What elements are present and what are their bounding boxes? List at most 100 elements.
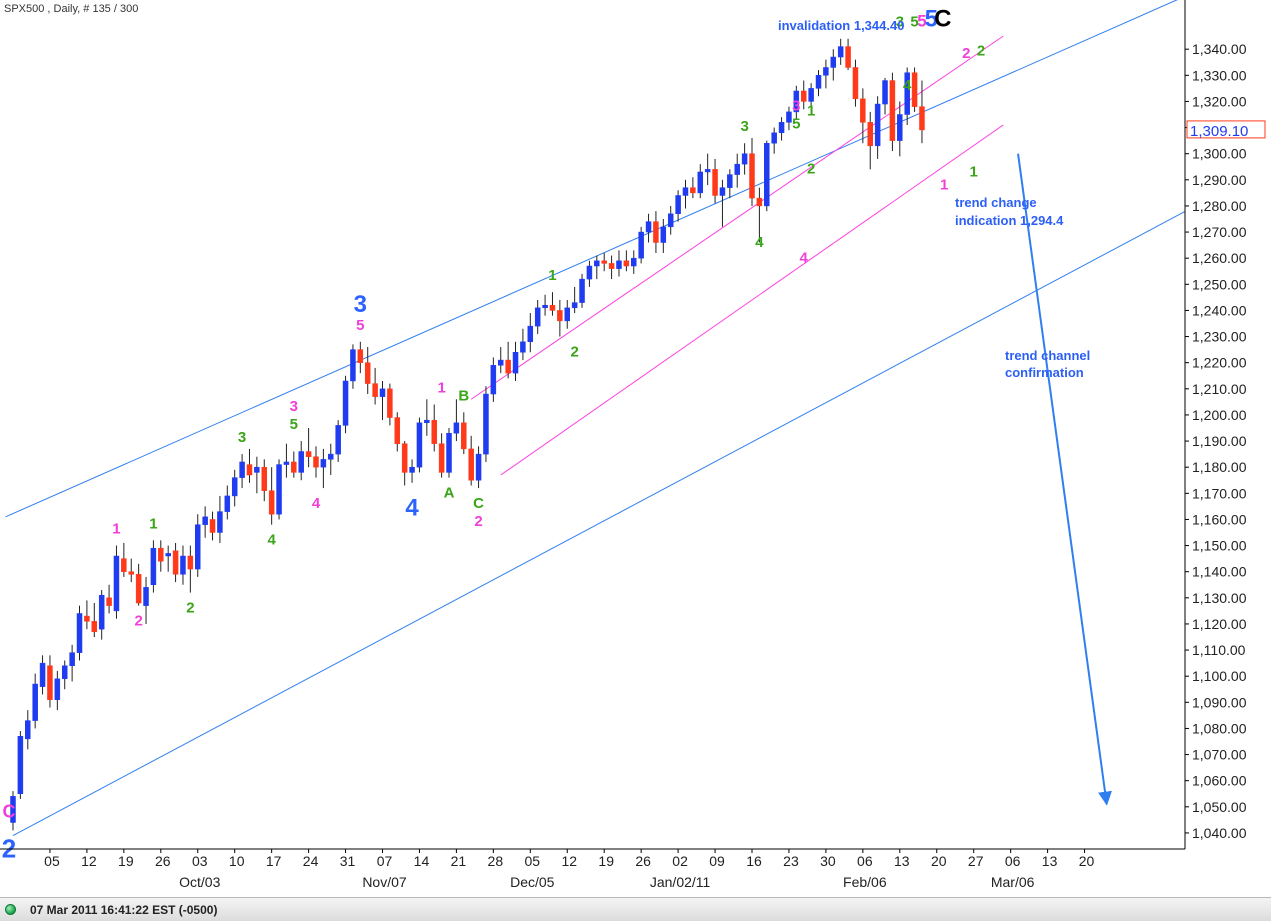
candle-body-down xyxy=(401,443,408,473)
wave-label: 1 xyxy=(940,176,948,193)
candle-body-up xyxy=(276,464,282,515)
wave-label: 3 xyxy=(896,14,904,31)
wave-label: 1 xyxy=(548,267,556,284)
candle xyxy=(39,655,46,695)
candle xyxy=(313,446,319,478)
candle xyxy=(823,59,829,89)
y-tick-label: 1,130.00 xyxy=(1192,590,1247,606)
wave-label: 1 xyxy=(437,379,445,396)
wave-label: 5 xyxy=(792,116,800,133)
candle xyxy=(771,127,777,154)
candle xyxy=(867,111,873,170)
wave-label: 4 xyxy=(312,495,321,512)
candle xyxy=(217,495,223,543)
candle xyxy=(379,380,386,421)
wave-label: 3 xyxy=(740,118,748,135)
wave-label: A xyxy=(444,485,455,502)
candle xyxy=(653,211,659,253)
y-tick-label: 1,050.00 xyxy=(1192,799,1247,815)
x-tick-label: 16 xyxy=(746,853,762,869)
candle xyxy=(749,138,755,206)
candle-body-up xyxy=(667,213,674,228)
y-tick-label: 1,250.00 xyxy=(1192,276,1247,292)
candle xyxy=(143,576,149,624)
candle-body-down xyxy=(749,153,755,199)
x-tick-label: 20 xyxy=(931,853,947,869)
x-tick-label: 13 xyxy=(894,853,910,869)
candle xyxy=(483,386,489,462)
wave-label: 5 xyxy=(290,416,298,433)
candle-body-up xyxy=(512,351,519,374)
candle xyxy=(512,341,519,381)
candle xyxy=(594,255,600,280)
candle xyxy=(98,589,105,640)
candle xyxy=(778,117,785,141)
candle-body-down xyxy=(246,464,253,476)
wave-label: 4 xyxy=(755,234,764,251)
candle xyxy=(919,80,925,144)
x-month-label: Mar/06 xyxy=(991,874,1035,890)
wave-label: 2 xyxy=(570,344,578,361)
candle-body-down xyxy=(712,169,718,196)
candle xyxy=(786,106,792,131)
candle-body-up xyxy=(165,553,171,557)
candle xyxy=(505,341,511,379)
candle-body-down xyxy=(158,547,164,562)
candle-body-up xyxy=(741,153,748,165)
candle-body-up xyxy=(475,453,482,481)
candle-body-up xyxy=(342,380,349,426)
candle-body-up xyxy=(697,171,704,194)
candle xyxy=(667,205,674,235)
y-tick-label: 1,140.00 xyxy=(1192,564,1247,580)
wave-label: 4 xyxy=(267,532,276,549)
candle xyxy=(719,179,726,227)
candle-body-up xyxy=(483,393,489,455)
candle-body-up xyxy=(76,613,83,653)
candle-body-up xyxy=(564,307,570,322)
candle xyxy=(47,655,53,708)
x-tick-label: 23 xyxy=(783,853,799,869)
candle-body-down xyxy=(557,310,563,322)
candle xyxy=(874,96,881,159)
status-timestamp: 07 Mar 2011 16:41:22 EST (-0500) xyxy=(30,903,218,917)
candle xyxy=(697,164,704,199)
x-tick-label: 14 xyxy=(414,853,430,869)
candle xyxy=(741,143,748,175)
candle xyxy=(830,49,837,81)
candle xyxy=(520,328,526,361)
candle xyxy=(409,459,415,483)
wave-label: 2 xyxy=(134,613,142,630)
candle-body-up xyxy=(675,195,681,215)
x-month-label: Oct/03 xyxy=(179,874,220,890)
candle xyxy=(113,545,120,619)
candle-body-down xyxy=(505,359,511,374)
candle-body-up xyxy=(61,665,68,680)
y-tick-label: 1,290.00 xyxy=(1192,172,1247,188)
trend-channel-annotation-2: confirmation xyxy=(1005,365,1084,380)
candle-body-up xyxy=(490,365,497,395)
candle xyxy=(394,412,401,452)
projection-arrow xyxy=(1017,153,1112,806)
candle-body-down xyxy=(106,597,112,606)
status-bar: 07 Mar 2011 16:41:22 EST (-0500) xyxy=(0,897,1271,921)
x-tick-label: 24 xyxy=(303,853,319,869)
candle-body-up xyxy=(497,359,504,366)
candle xyxy=(158,540,164,572)
candle xyxy=(527,313,534,353)
candle xyxy=(815,70,822,97)
candle xyxy=(305,428,312,468)
candle-body-down xyxy=(209,519,216,533)
x-tick-label: 06 xyxy=(1005,853,1021,869)
chart-background xyxy=(0,0,1271,897)
candle xyxy=(106,584,112,614)
candle xyxy=(291,451,297,478)
candle xyxy=(431,404,437,452)
x-tick-label: 17 xyxy=(266,853,282,869)
candle xyxy=(54,670,61,711)
candle xyxy=(860,88,866,144)
candle-body-up xyxy=(882,80,888,105)
candle xyxy=(756,187,763,243)
y-tick-label: 1,170.00 xyxy=(1192,485,1247,501)
